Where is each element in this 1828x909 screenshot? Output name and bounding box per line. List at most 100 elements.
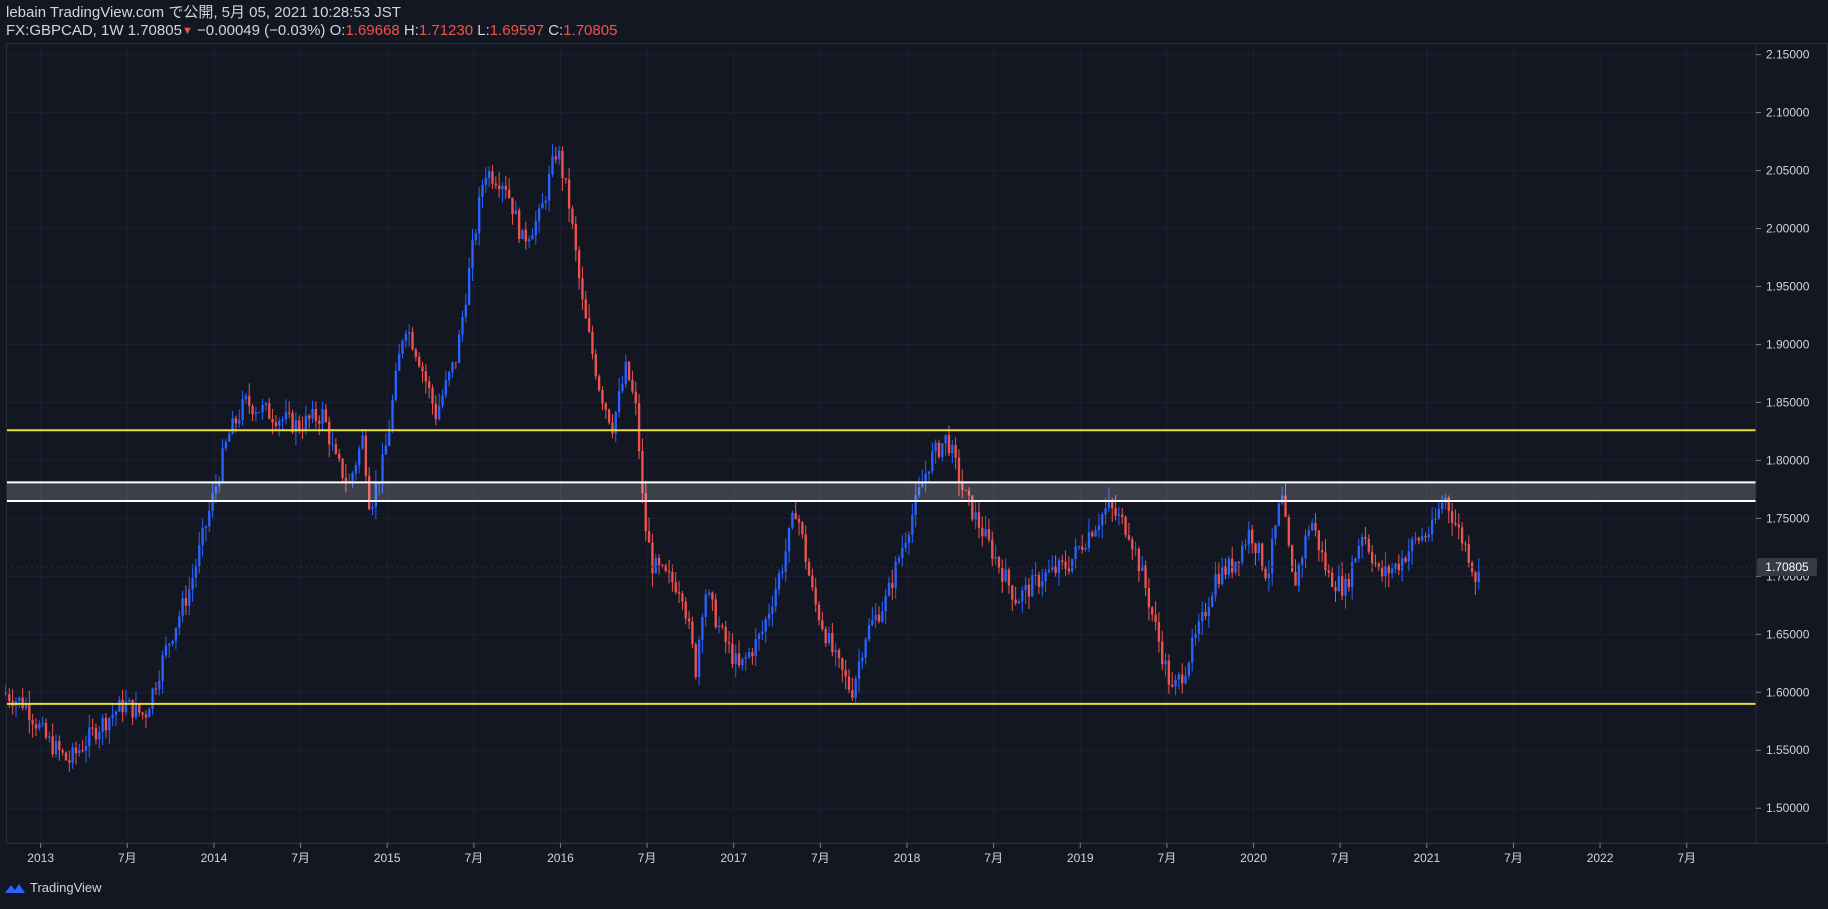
- candle-body: [261, 405, 264, 413]
- candle-body: [1184, 675, 1187, 684]
- candle-body: [537, 208, 541, 221]
- candle-body: [1374, 562, 1377, 564]
- candle-body: [827, 633, 831, 644]
- candle-body: [351, 473, 354, 482]
- ohlc-legend: FX:GBPCAD, 1W 1.70805▼ −0.00049 (−0.03%)…: [6, 22, 617, 40]
- candle-body: [984, 529, 987, 537]
- candle-body: [1447, 497, 1450, 512]
- candle-body: [961, 482, 964, 491]
- candle-body: [547, 174, 551, 201]
- candle-body: [481, 184, 484, 197]
- candle-body: [991, 539, 994, 559]
- candle-body: [1054, 566, 1057, 573]
- candle-body: [1324, 552, 1327, 571]
- candle-body: [104, 717, 108, 731]
- candle-body: [368, 475, 371, 510]
- candle-body: [1221, 566, 1224, 585]
- candle-body: [218, 481, 221, 487]
- candle-body: [381, 454, 384, 483]
- candle-body: [911, 514, 914, 535]
- candle-body: [1024, 584, 1027, 591]
- candle-body: [771, 606, 774, 614]
- candle-body: [711, 592, 714, 600]
- candle-body: [784, 551, 787, 572]
- candle-body: [44, 722, 48, 738]
- candle-body: [1107, 500, 1111, 509]
- candle-body: [1417, 538, 1420, 541]
- resistance-zone[interactable]: [6, 482, 1756, 501]
- price-tick-label: 1.55000: [1766, 743, 1810, 757]
- candle-body: [484, 178, 487, 185]
- publish-info: lebain TradingView.com で公開, 5月 05, 2021 …: [6, 4, 401, 21]
- candle-body: [38, 723, 41, 729]
- candle-body: [1330, 572, 1334, 588]
- candle-body: [1457, 524, 1460, 528]
- candle-body: [934, 442, 937, 452]
- candle-body: [521, 229, 524, 240]
- candle-body: [511, 197, 514, 215]
- candle-body: [378, 482, 381, 484]
- candle-body: [1021, 590, 1024, 602]
- candle-body: [1337, 575, 1340, 592]
- candle-body: [171, 640, 174, 644]
- candle-body: [134, 703, 138, 718]
- candle-body: [441, 395, 444, 406]
- time-axis[interactable]: 2013 7月 2014 7月 2015 7月 2016 7月 2017 7月 2018 7月 2019…: [27, 843, 1696, 865]
- candle-body: [1007, 569, 1011, 586]
- price-tick-label: 1.50000: [1766, 801, 1810, 815]
- candle-body: [354, 465, 358, 474]
- candle-body: [1450, 511, 1454, 523]
- candle-body: [1067, 568, 1071, 572]
- candle-body: [181, 597, 184, 617]
- candle-body: [1077, 546, 1081, 548]
- candle-body: [1157, 621, 1161, 642]
- candle-body: [831, 633, 834, 653]
- candle-body: [464, 304, 467, 317]
- candle-body: [81, 750, 84, 752]
- close-label: C:: [548, 22, 564, 39]
- candle-body: [1297, 564, 1301, 586]
- candle-body: [1367, 538, 1370, 552]
- candle-body: [1344, 578, 1347, 596]
- candle-body: [114, 711, 118, 715]
- candle-body: [284, 412, 288, 420]
- candle-body: [274, 422, 278, 426]
- horizontal-levels[interactable]: [6, 429, 1756, 705]
- candle-body: [684, 601, 687, 619]
- high-value: 1.71230: [418, 22, 474, 39]
- candle-body: [24, 703, 28, 709]
- candle-body: [1320, 550, 1324, 553]
- symbol-label: FX:GBPCAD, 1W: [6, 22, 124, 39]
- candle-body: [1137, 548, 1141, 572]
- candle-body: [1347, 578, 1350, 588]
- candle-body: [1177, 674, 1181, 680]
- candle-body: [564, 178, 567, 180]
- candle-body: [927, 471, 931, 474]
- candle-body: [1314, 523, 1317, 531]
- candle-body: [1074, 546, 1077, 559]
- candle-body: [837, 649, 841, 659]
- candle-body: [1257, 543, 1261, 553]
- candle-body: [248, 395, 251, 406]
- time-tick-label: 2020: [1240, 851, 1267, 865]
- candle-body: [567, 179, 571, 209]
- candle-body: [951, 445, 954, 454]
- candle-body: [148, 709, 151, 718]
- tradingview-footer[interactable]: TradingView: [4, 880, 102, 895]
- candle-body: [1217, 574, 1221, 585]
- candle-body: [58, 740, 61, 751]
- candle-body: [964, 490, 967, 492]
- candle-body: [158, 680, 161, 690]
- price-tick-label: 1.85000: [1766, 395, 1810, 409]
- candle-body: [691, 621, 694, 645]
- candle-body: [917, 487, 921, 496]
- candle-body: [1354, 558, 1357, 563]
- time-tick-label: 7月: [1504, 851, 1523, 865]
- candle-body: [361, 435, 364, 449]
- price-tick-label: 1.65000: [1766, 627, 1810, 641]
- candle-body: [1301, 557, 1304, 565]
- candle-body: [467, 268, 471, 305]
- candle-body: [151, 688, 154, 710]
